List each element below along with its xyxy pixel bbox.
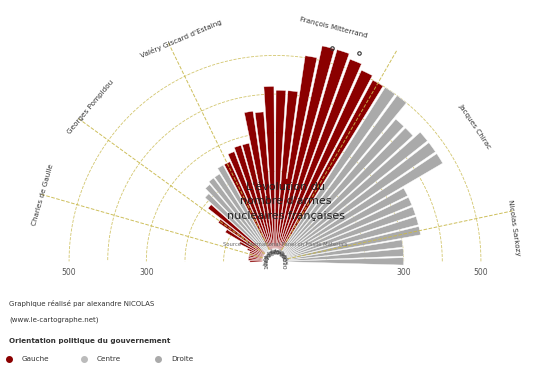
Polygon shape <box>218 220 265 254</box>
Polygon shape <box>218 165 269 251</box>
Text: 1985: 1985 <box>266 249 282 257</box>
Polygon shape <box>282 88 395 251</box>
Text: 500: 500 <box>62 268 76 277</box>
Polygon shape <box>247 248 263 257</box>
Text: 1975: 1975 <box>262 248 276 264</box>
Polygon shape <box>205 194 266 253</box>
Text: François Mitterrand: François Mitterrand <box>299 16 368 39</box>
Polygon shape <box>205 184 267 252</box>
Polygon shape <box>288 249 404 261</box>
Text: 2005: 2005 <box>278 251 288 267</box>
Text: Jacques Chirac: Jacques Chirac <box>458 103 492 150</box>
Polygon shape <box>287 217 419 258</box>
Polygon shape <box>249 257 262 260</box>
Text: 1965: 1965 <box>265 254 270 269</box>
Text: 500: 500 <box>474 268 488 277</box>
Text: (www.le-cartographe.net): (www.le-cartographe.net) <box>9 317 99 323</box>
Polygon shape <box>264 86 275 249</box>
Polygon shape <box>288 240 403 260</box>
Text: Droite: Droite <box>171 356 193 362</box>
Text: 2010: 2010 <box>280 254 285 269</box>
Text: Centre: Centre <box>96 356 121 362</box>
Polygon shape <box>280 70 372 250</box>
Polygon shape <box>244 111 273 249</box>
Text: Orientation politique du gouvernement: Orientation politique du gouvernement <box>9 338 170 344</box>
Text: 1990: 1990 <box>268 249 284 257</box>
Polygon shape <box>214 174 268 251</box>
Polygon shape <box>228 151 271 250</box>
Polygon shape <box>249 253 263 258</box>
Polygon shape <box>279 59 361 250</box>
Polygon shape <box>286 188 408 256</box>
Text: 300: 300 <box>397 268 411 277</box>
Text: 2000: 2000 <box>274 249 288 264</box>
Text: Graphique réalisé par alexandre NICOLAS: Graphique réalisé par alexandre NICOLAS <box>9 300 155 307</box>
Text: 1980: 1980 <box>263 248 279 260</box>
Polygon shape <box>209 178 267 252</box>
Text: Charles de Gaulle: Charles de Gaulle <box>32 163 55 227</box>
Text: Valéry Giscard d'Estaing: Valéry Giscard d'Estaing <box>139 19 222 59</box>
Polygon shape <box>281 80 383 251</box>
Text: 1970: 1970 <box>262 250 272 267</box>
Text: Gauche: Gauche <box>22 356 50 362</box>
Text: Georges Pompidou: Georges Pompidou <box>66 79 114 135</box>
Text: Source : International Panel on Fissile Materials: Source : International Panel on Fissile … <box>223 242 348 247</box>
Polygon shape <box>283 119 404 252</box>
Polygon shape <box>275 90 286 249</box>
Polygon shape <box>255 112 274 249</box>
Polygon shape <box>277 56 317 249</box>
Text: L'évolution du
nombre d'armes
nucléaires françaises: L'évolution du nombre d'armes nucléaires… <box>227 183 345 221</box>
Polygon shape <box>279 50 349 249</box>
Polygon shape <box>234 145 271 249</box>
Polygon shape <box>284 128 413 253</box>
Polygon shape <box>208 205 266 254</box>
Polygon shape <box>250 252 263 257</box>
Polygon shape <box>250 261 262 262</box>
Polygon shape <box>288 258 404 265</box>
Polygon shape <box>243 143 272 249</box>
Polygon shape <box>287 207 415 257</box>
Text: Nicolas Sarkozy: Nicolas Sarkozy <box>507 199 520 256</box>
Polygon shape <box>276 91 298 249</box>
Text: 300: 300 <box>139 268 153 277</box>
Polygon shape <box>283 95 406 252</box>
Polygon shape <box>288 226 421 259</box>
Polygon shape <box>287 197 412 257</box>
Polygon shape <box>239 242 264 256</box>
Polygon shape <box>249 255 262 259</box>
Polygon shape <box>278 46 334 249</box>
Polygon shape <box>226 230 265 255</box>
Polygon shape <box>285 142 436 254</box>
Polygon shape <box>285 154 443 255</box>
Polygon shape <box>284 132 427 254</box>
Text: 1995: 1995 <box>271 248 287 260</box>
Polygon shape <box>224 162 270 250</box>
Polygon shape <box>249 259 262 261</box>
